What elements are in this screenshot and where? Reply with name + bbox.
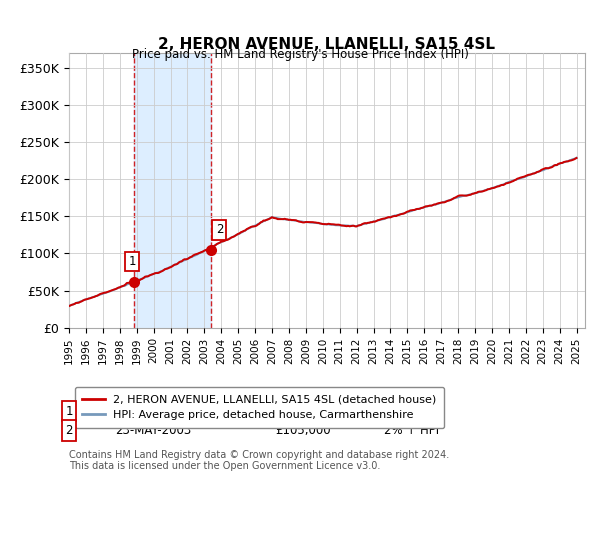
Text: 2% ↑ HPI: 2% ↑ HPI (384, 424, 439, 437)
Text: 1: 1 (128, 255, 136, 268)
Text: £62,000: £62,000 (275, 405, 324, 418)
Text: 2: 2 (65, 424, 73, 437)
Text: 23-MAY-2003: 23-MAY-2003 (115, 424, 191, 437)
Bar (134, 53, 211, 328)
Legend: 2, HERON AVENUE, LLANELLI, SA15 4SL (detached house), HPI: Average price, detach: 2, HERON AVENUE, LLANELLI, SA15 4SL (det… (74, 386, 445, 428)
Text: Contains HM Land Registry data © Crown copyright and database right 2024.
This d: Contains HM Land Registry data © Crown c… (69, 450, 449, 472)
Text: 2: 2 (215, 223, 223, 236)
Text: 1: 1 (65, 405, 73, 418)
Title: 2, HERON AVENUE, LLANELLI, SA15 4SL: 2, HERON AVENUE, LLANELLI, SA15 4SL (158, 37, 496, 52)
Text: 1% ↓ HPI: 1% ↓ HPI (384, 405, 439, 418)
Text: £105,000: £105,000 (275, 424, 331, 437)
Text: 13-NOV-1998: 13-NOV-1998 (115, 405, 194, 418)
Text: Price paid vs. HM Land Registry's House Price Index (HPI): Price paid vs. HM Land Registry's House … (131, 48, 469, 60)
